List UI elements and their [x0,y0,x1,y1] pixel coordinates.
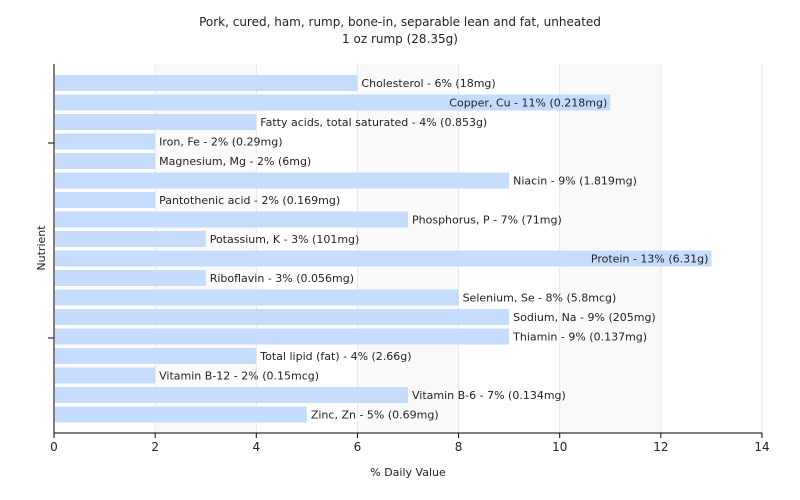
axes: 0 2 4 6 8 10 12 14 [48,64,770,454]
bar-14 [55,348,257,364]
chart-subtitle: 1 oz rump (28.35g) [342,32,458,46]
x-tick-label-4: 8 [455,440,463,454]
bar-label-11: Selenium, Se - 8% (5.8mcg) [463,292,617,305]
bar-16 [55,387,408,403]
bar-5 [55,172,510,189]
bar-15 [55,367,156,384]
bar-label-0: Cholesterol - 6% (18mg) [361,77,495,90]
bar-label-15: Vitamin B-12 - 2% (0.15mcg) [159,370,319,383]
bar-label-8: Potassium, K - 3% (101mg) [210,233,360,246]
bar-label-7: Phosphorus, P - 7% (71mg) [412,214,562,227]
bar-label-16: Vitamin B-6 - 7% (0.134mg) [412,389,566,402]
grid-band [357,64,459,433]
bar-label-12: Sodium, Na - 9% (205mg) [513,311,656,324]
y-axis-label: Nutrient [35,225,48,271]
bar-label-2: Fatty acids, total saturated - 4% (0.853… [260,116,487,129]
bar-7 [55,211,408,228]
bar-3 [55,133,156,150]
x-tick-label-1: 2 [151,440,159,454]
bar-0 [55,75,358,91]
bar-label-14: Total lipid (fat) - 4% (2.66g) [259,350,411,363]
grid-band [559,64,661,433]
bar-17 [55,406,307,423]
bar-9 [55,250,712,267]
bar-10 [55,270,206,286]
bars: Cholesterol - 6% (18mg) Copper, Cu - 11% … [55,75,712,423]
bar-4 [55,153,156,169]
x-tick-label-2: 4 [252,440,260,454]
x-tick-label-5: 10 [552,440,567,454]
bar-label-17: Zinc, Zn - 5% (0.69mg) [311,409,439,422]
chart-title: Pork, cured, ham, rump, bone-in, separab… [199,15,601,29]
bar-label-5: Niacin - 9% (1.819mg) [513,175,637,188]
bar-label-3: Iron, Fe - 2% (0.29mg) [159,136,282,149]
bar-1 [55,94,611,111]
bar-label-6: Pantothenic acid - 2% (0.169mg) [159,194,340,207]
bar-12 [55,309,510,325]
x-tick-label-3: 6 [354,440,362,454]
bar-label-13: Thiamin - 9% (0.137mg) [512,331,647,344]
bar-13 [55,328,510,345]
x-tick-label-7: 14 [754,440,769,454]
bar-8 [55,231,206,247]
x-axis-label: % Daily Value [370,466,446,479]
x-tick-label-0: 0 [50,440,58,454]
bar-label-4: Magnesium, Mg - 2% (6mg) [159,155,311,168]
bar-11 [55,289,459,306]
x-tick-label-6: 12 [653,440,668,454]
bar-label-10: Riboflavin - 3% (0.056mg) [210,272,354,285]
bar-6 [55,192,156,208]
bar-2 [55,114,257,130]
bar-label-1: Copper, Cu - 11% (0.218mg) [449,97,607,110]
bar-label-9: Protein - 13% (6.31g) [591,253,709,266]
